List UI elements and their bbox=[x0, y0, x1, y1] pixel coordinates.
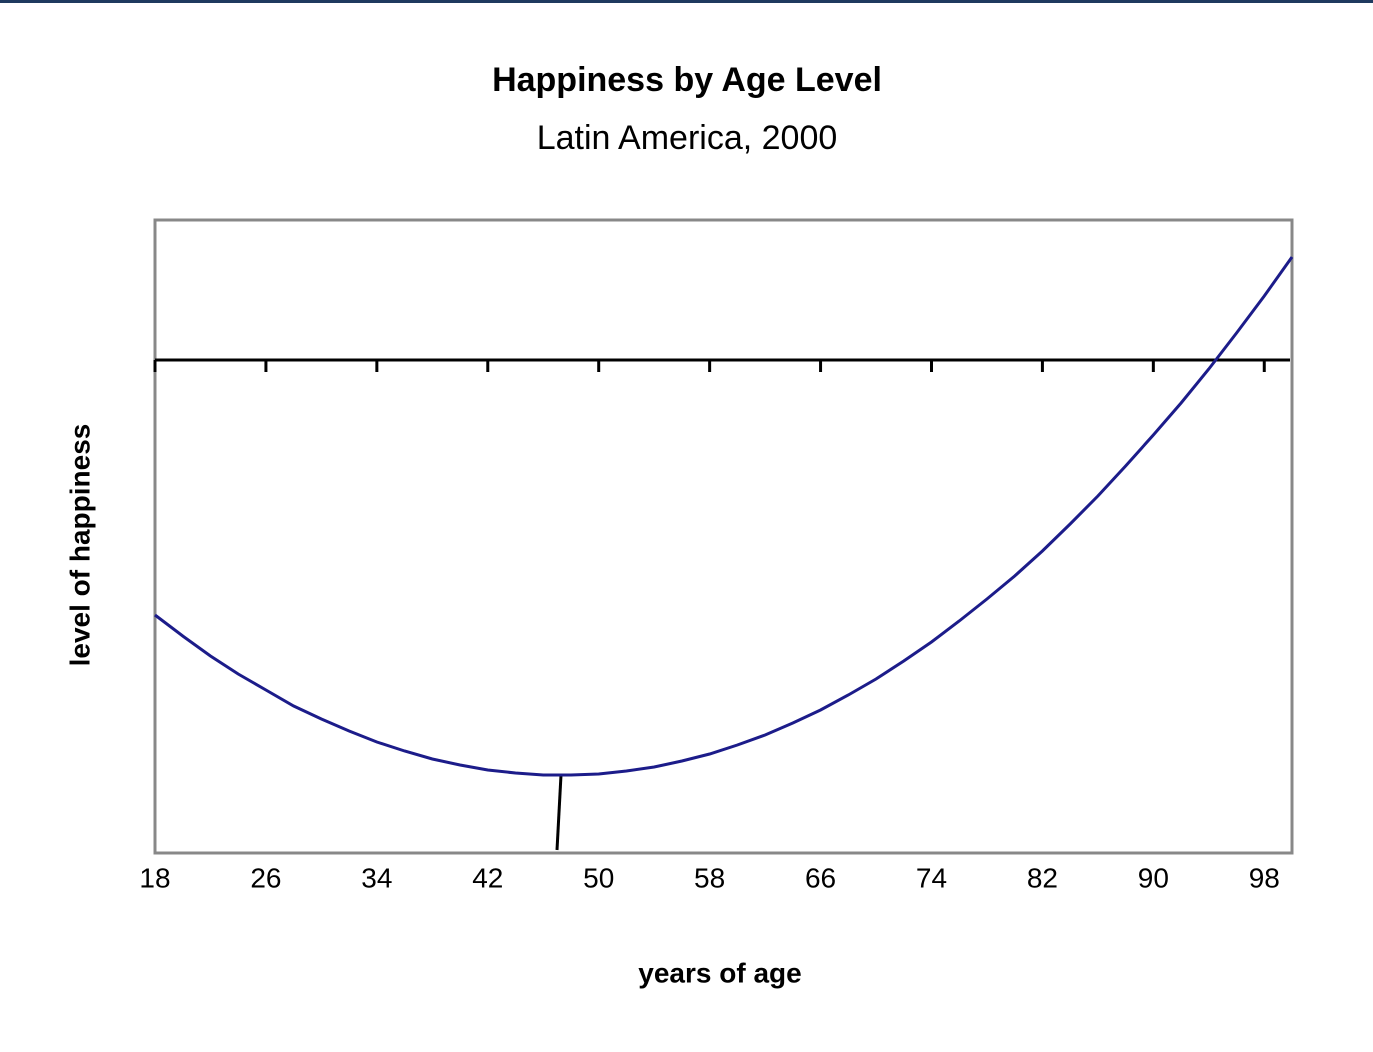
minimum-marker bbox=[555, 774, 563, 851]
top-border bbox=[0, 0, 1373, 3]
plot-frame bbox=[153, 218, 1294, 855]
y-axis-label: level of happiness bbox=[64, 424, 95, 667]
x-tick-label: 98 bbox=[1249, 862, 1280, 893]
x-tick-label: 58 bbox=[694, 862, 725, 893]
chart-title: Happiness by Age Level bbox=[492, 61, 882, 99]
x-tick-label: 66 bbox=[805, 862, 836, 893]
x-tick-label: 50 bbox=[583, 862, 614, 893]
data-line bbox=[154, 256, 1294, 777]
x-tick-label: 26 bbox=[250, 862, 281, 893]
x-tick-label: 74 bbox=[916, 862, 947, 893]
x-tick-label: 18 bbox=[139, 862, 170, 893]
x-axis-label: years of age bbox=[638, 957, 801, 988]
x-tick-label: 42 bbox=[472, 862, 503, 893]
x-tick-label: 82 bbox=[1027, 862, 1058, 893]
chart-subtitle: Latin America, 2000 bbox=[537, 119, 838, 157]
x-tick-label: 90 bbox=[1138, 862, 1169, 893]
x-tick-label: 34 bbox=[361, 862, 392, 893]
